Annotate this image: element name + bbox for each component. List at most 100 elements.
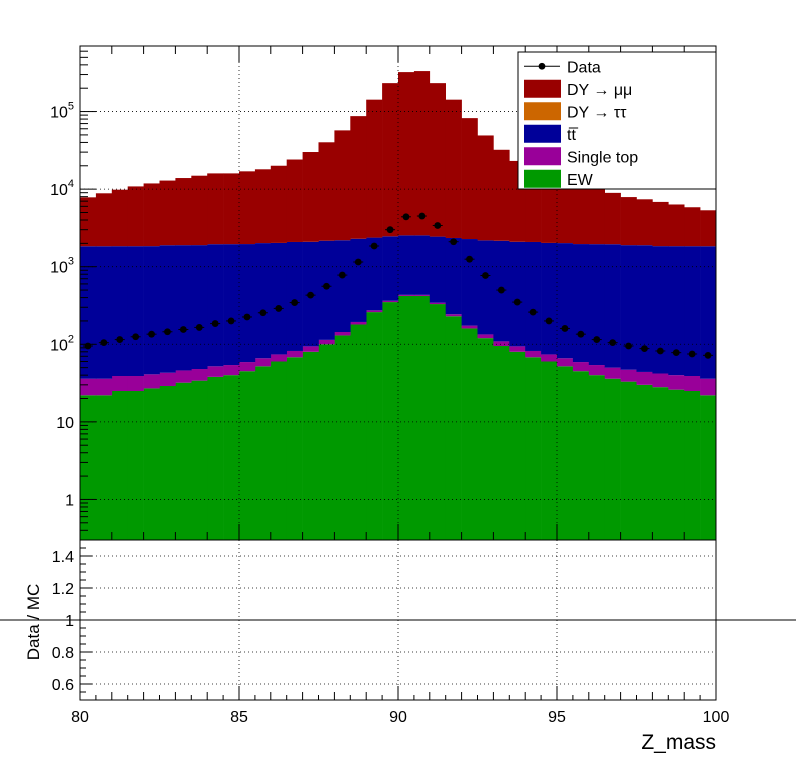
legend-entry-tt: tt̅ <box>524 124 578 144</box>
bar-single-top <box>286 350 303 358</box>
bar-dy <box>111 189 128 247</box>
data-point <box>625 342 632 350</box>
data-point <box>497 286 505 294</box>
bar-dy <box>366 99 383 238</box>
data-point <box>577 330 585 338</box>
bar-dy <box>668 204 685 247</box>
data-point <box>370 242 378 250</box>
bar-dy <box>191 175 208 246</box>
y-tick-exponent: 5 <box>68 101 74 113</box>
y-tick-exponent: 4 <box>68 178 74 190</box>
ratio-y-tick-label: 1.2 <box>52 581 74 598</box>
bar-ew <box>445 316 462 540</box>
y-tick-label: 1 <box>65 492 74 509</box>
bar-single-top <box>382 300 399 303</box>
bar-ew <box>398 295 415 540</box>
bar-dy <box>382 83 399 237</box>
data-point <box>164 328 171 336</box>
bar-tt <box>350 238 367 322</box>
ratio-y-tick-label: 1 <box>65 613 74 630</box>
bar-ew <box>191 380 208 540</box>
bar-tt <box>95 246 113 379</box>
data-point <box>641 345 648 352</box>
bar-tt <box>477 240 494 335</box>
legend: Data DY → μμ DY → ττ tt̅ Single top EW <box>517 51 717 190</box>
legend-marker <box>538 62 546 70</box>
bar-ew <box>668 389 685 540</box>
bar-dy <box>223 173 240 245</box>
bar-tt <box>445 238 462 315</box>
y-tick-exponent: 2 <box>68 333 74 345</box>
data-point <box>450 238 458 246</box>
bar-dy <box>700 210 716 247</box>
bar-single-top <box>398 294 415 296</box>
data-point <box>116 336 124 343</box>
bar-ew <box>604 378 621 540</box>
legend-swatch <box>524 102 561 121</box>
bar-dy <box>239 171 256 245</box>
bar-dy <box>588 189 605 245</box>
data-point <box>132 333 140 341</box>
bar-ew <box>223 375 240 540</box>
bar-single-top <box>175 370 192 383</box>
legend-label: Data <box>567 59 601 76</box>
bar-single-top <box>95 378 113 396</box>
bar-tt <box>541 242 558 355</box>
bar-tt <box>191 245 208 370</box>
y-tick-label: 10 <box>56 415 74 432</box>
data-point <box>545 317 553 325</box>
bar-tt <box>461 239 478 326</box>
data-point <box>386 226 394 234</box>
bar-single-top <box>207 366 224 377</box>
legend-swatch <box>524 147 561 166</box>
bar-dy <box>286 159 303 242</box>
bar-ew <box>254 366 272 540</box>
bar-tt <box>143 246 160 375</box>
bar-tt <box>700 246 716 379</box>
bar-single-top <box>541 354 558 362</box>
bar-dy <box>541 176 558 243</box>
bar-dy <box>127 186 144 247</box>
data-point <box>195 324 203 331</box>
ratio-plot: 0.6 0.8 1 1.2 1.4 80 85 90 95 100 Data / MC Z_ma… <box>0 539 796 754</box>
data-point <box>338 271 346 279</box>
bar-tt <box>668 246 685 376</box>
bar-tt <box>159 245 176 373</box>
bar-dy <box>270 165 287 243</box>
ratio-x-tick-label: 85 <box>230 709 248 726</box>
bar-ew <box>127 390 144 540</box>
bar-dy <box>302 152 319 242</box>
bar-tt <box>239 244 256 363</box>
bar-ew <box>159 385 176 540</box>
data-point <box>688 350 696 358</box>
bar-single-top <box>239 362 256 372</box>
data-point <box>84 342 92 350</box>
legend-label: Single top <box>567 149 638 166</box>
bar-ew <box>80 395 97 540</box>
legend-entry-dy: DY → μμ <box>524 79 632 99</box>
ratio-y-tick-label: 0.6 <box>52 677 74 694</box>
legend-entry-dy: DY → ττ <box>524 102 627 121</box>
legend-swatch <box>524 79 561 98</box>
bar-single-top <box>445 314 462 317</box>
bar-dy <box>572 186 590 245</box>
bar-dy <box>493 149 510 241</box>
legend-label: DY → ττ <box>567 104 627 121</box>
bar-single-top <box>350 321 367 325</box>
bar-tt <box>382 236 399 301</box>
bar-single-top <box>668 375 685 390</box>
data-point <box>227 317 235 325</box>
bar-tt <box>111 246 128 377</box>
data-point <box>402 213 410 221</box>
data-point <box>100 339 108 347</box>
legend-label: DY → μμ <box>567 82 632 99</box>
bar-single-top <box>143 374 160 389</box>
bar-single-top <box>493 341 510 347</box>
bar-single-top <box>700 378 716 396</box>
bar-tt <box>334 240 351 333</box>
bar-dy <box>143 183 160 247</box>
ratio-y-tick-label: 0.8 <box>52 645 74 662</box>
ratio-y-axis: 0.6 0.8 1 1.2 1.4 <box>52 539 92 701</box>
bar-single-top <box>111 376 128 391</box>
